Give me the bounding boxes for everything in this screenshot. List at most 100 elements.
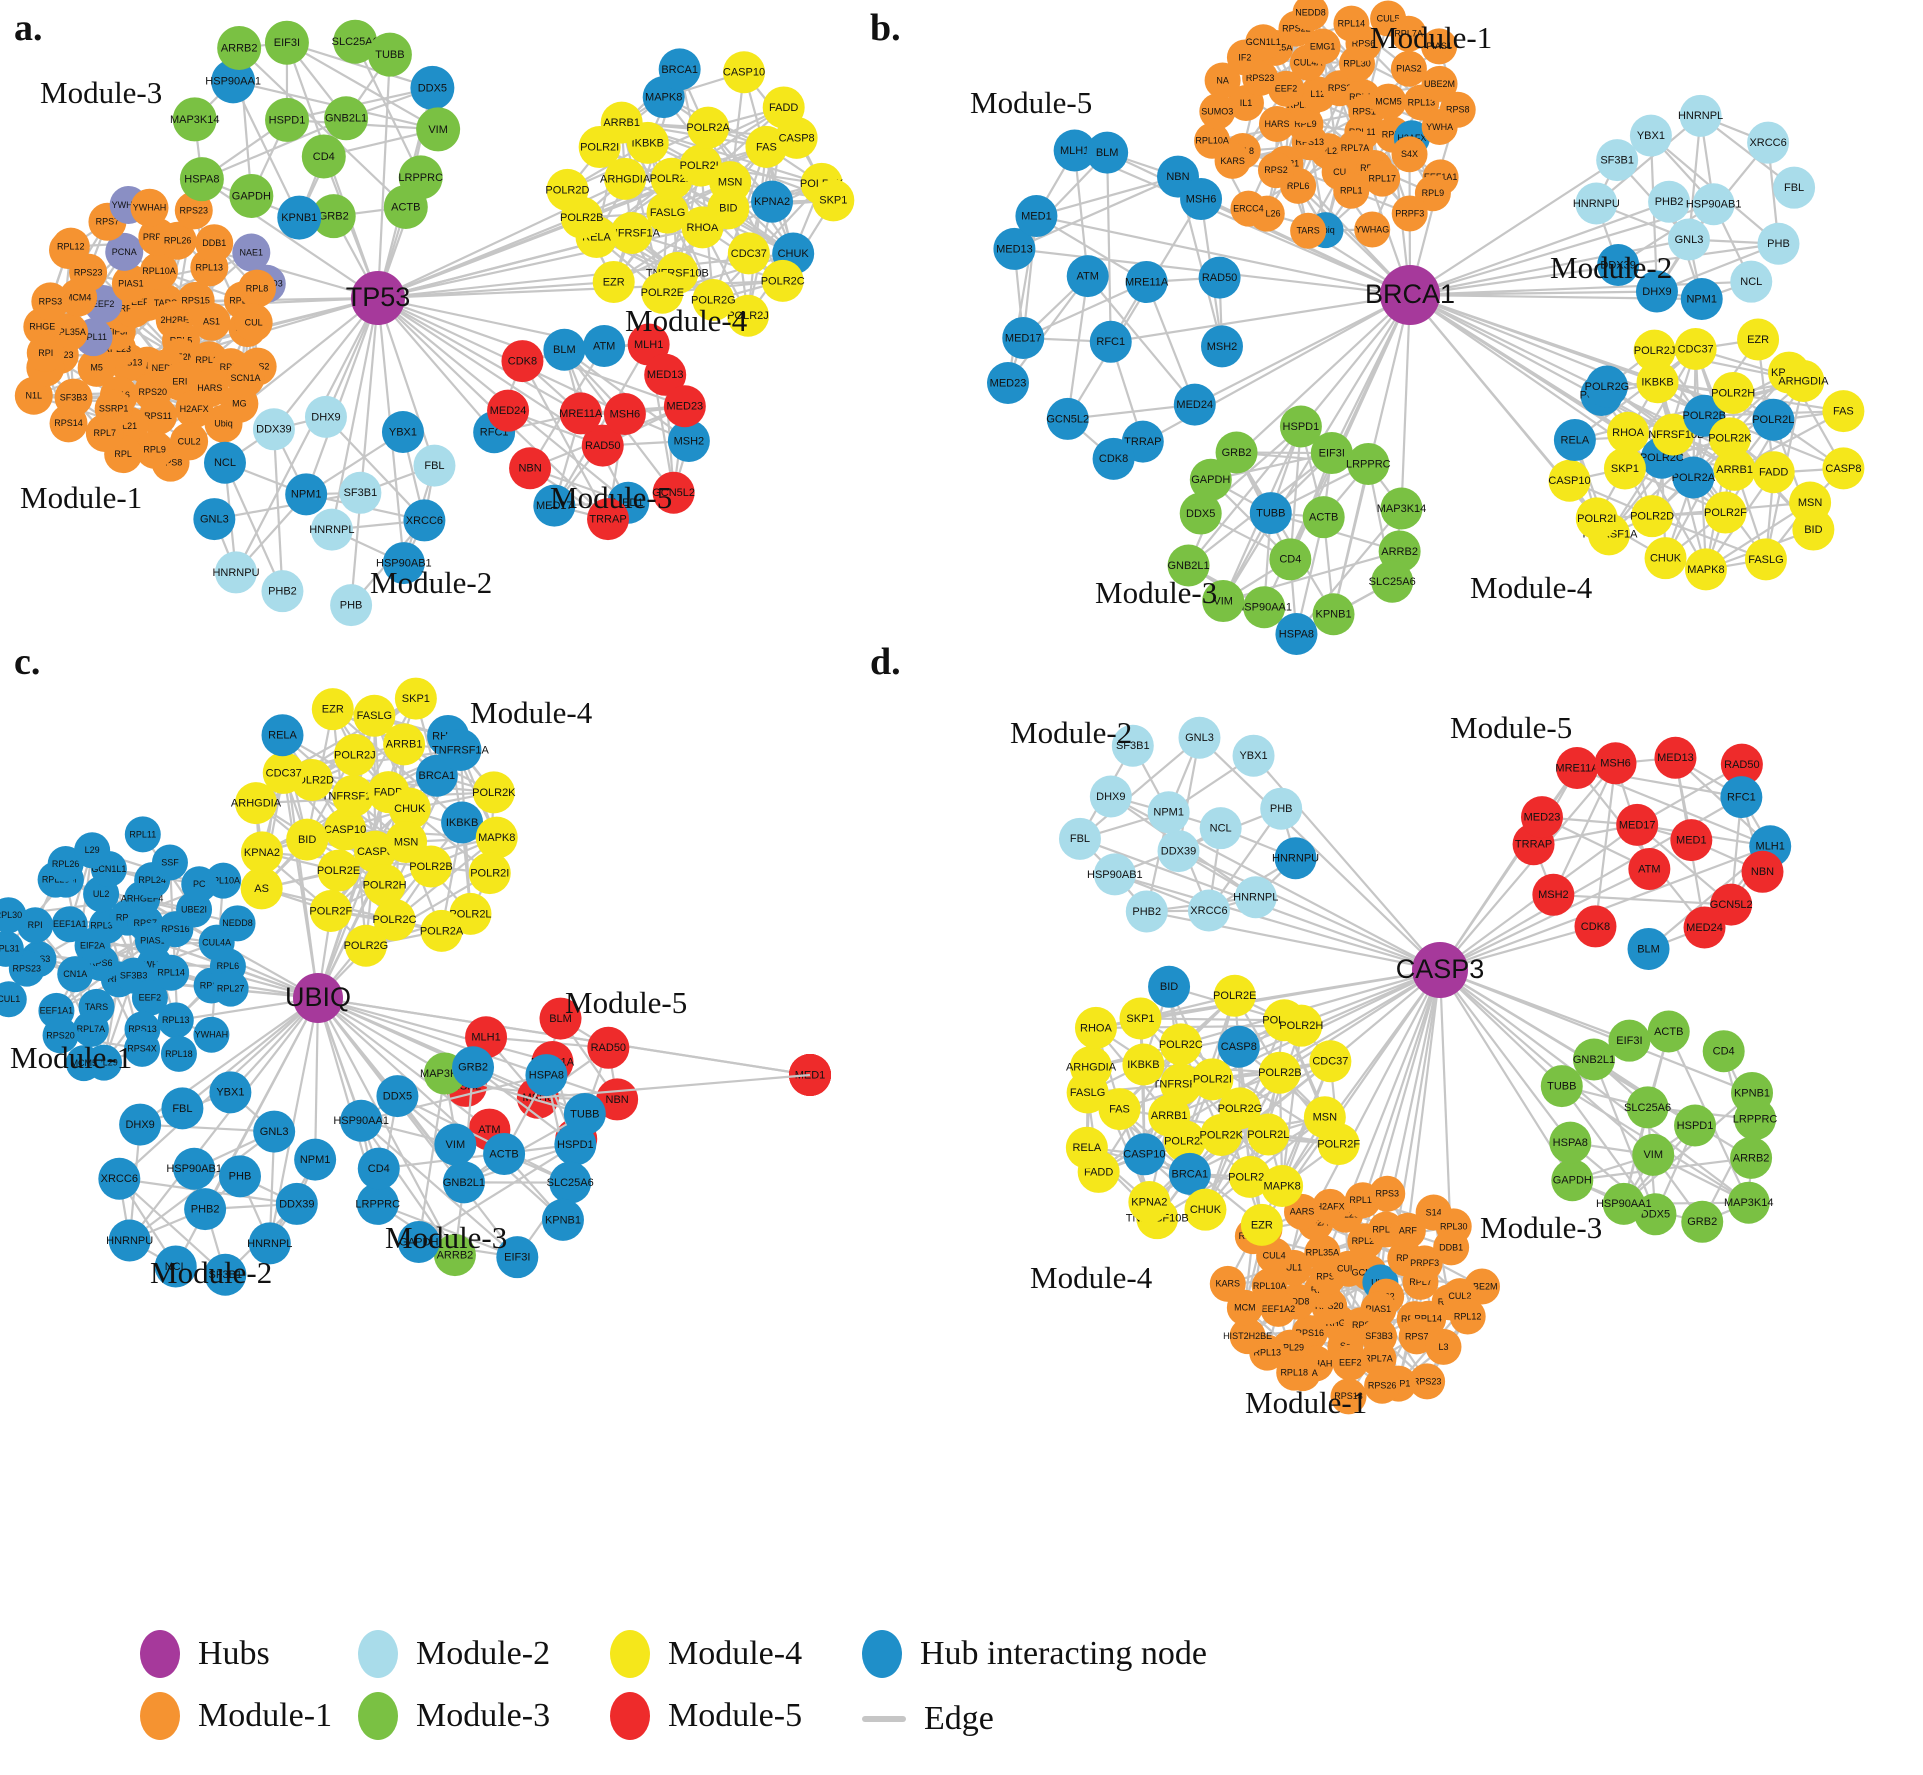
network-node[interactable]: RPS3 <box>31 282 70 321</box>
network-node[interactable]: DHX9 <box>304 395 347 438</box>
network-node[interactable]: CDK8 <box>501 340 544 383</box>
network-node[interactable]: EZR <box>592 260 635 303</box>
network-node[interactable]: YBX1 <box>1629 114 1672 157</box>
network-node[interactable]: POLR2F <box>1317 1123 1360 1166</box>
network-node[interactable]: XRCC6 <box>403 499 446 542</box>
network-node[interactable]: POLR2J <box>1633 329 1676 372</box>
network-node[interactable]: PRPF3 <box>1391 195 1428 232</box>
network-node[interactable]: VIM <box>1632 1133 1675 1176</box>
network-node[interactable]: RELA <box>261 714 304 757</box>
network-node[interactable]: DDX5 <box>410 65 455 110</box>
network-node[interactable]: MAPK8 <box>1684 548 1727 591</box>
network-node[interactable]: RPL11 <box>124 816 161 853</box>
network-node[interactable]: PHB <box>1757 222 1800 265</box>
network-node[interactable]: RPL1 <box>1333 172 1370 209</box>
network-node[interactable]: CD4 <box>357 1147 400 1190</box>
network-node[interactable]: CASP10 <box>1123 1133 1165 1176</box>
network-node[interactable]: CHUK <box>1184 1188 1227 1231</box>
network-node[interactable]: FADD <box>1752 451 1795 494</box>
network-node[interactable]: TUBB <box>1540 1065 1583 1108</box>
network-node[interactable]: MED13 <box>1654 736 1697 779</box>
network-node[interactable]: ARRB1 <box>600 101 643 144</box>
network-node[interactable]: ACTB <box>1647 1010 1690 1053</box>
network-node[interactable]: L29 <box>74 832 111 869</box>
network-node[interactable]: PC <box>181 866 218 903</box>
network-node[interactable]: CASP8 <box>1217 1025 1260 1068</box>
network-node[interactable]: MED24 <box>1683 906 1726 949</box>
network-node[interactable]: BID <box>1148 965 1191 1008</box>
network-node[interactable]: GNL3 <box>1178 716 1221 759</box>
network-node[interactable]: GNB2L1 <box>1573 1038 1615 1081</box>
network-node[interactable]: HARS <box>1258 105 1295 142</box>
network-node[interactable]: DDX39 <box>1157 830 1200 873</box>
network-node[interactable]: EIF3I <box>264 20 309 65</box>
network-node[interactable]: YWHAG <box>1354 211 1391 248</box>
network-node[interactable]: PHB2 <box>1648 180 1691 223</box>
network-node[interactable]: MAPK8 <box>475 816 518 859</box>
network-node[interactable]: PHB2 <box>184 1188 227 1231</box>
network-node[interactable]: DDB1 <box>1433 1229 1470 1266</box>
network-node[interactable]: DHX9 <box>1089 775 1132 818</box>
network-node[interactable]: YWHAH <box>130 188 169 227</box>
network-node[interactable]: POLR2I <box>1575 497 1618 540</box>
network-node[interactable]: CASP10 <box>723 51 765 94</box>
network-node[interactable]: EZR <box>1737 318 1780 361</box>
network-graph-c[interactable]: RPL7RPS6EIF2ARPL35ARPS8RPS7PIAS1YWHAGSF3… <box>0 640 940 1330</box>
network-node[interactable]: RPL14 <box>1333 5 1370 42</box>
network-node[interactable]: EEF2 <box>1332 1344 1369 1381</box>
network-node[interactable]: EZR <box>311 688 354 731</box>
network-node[interactable]: RPL12 <box>51 227 90 266</box>
network-node[interactable]: ARRB2 <box>1730 1136 1773 1179</box>
network-node[interactable]: YWHAH <box>193 1016 230 1053</box>
network-node[interactable]: RPS2 <box>1257 152 1294 189</box>
network-node[interactable]: DDX39 <box>252 408 295 451</box>
network-node[interactable]: MSH6 <box>1594 742 1637 785</box>
network-node[interactable]: RPS26 <box>1364 1367 1401 1404</box>
network-node[interactable]: RPL14 <box>153 954 190 991</box>
network-node[interactable]: CDC37 <box>727 232 770 275</box>
network-node[interactable]: YBX1 <box>1232 734 1275 777</box>
network-node[interactable]: KPNA2 <box>240 831 283 874</box>
network-node[interactable]: HNRNPU <box>212 551 260 594</box>
network-node[interactable]: BID <box>707 187 750 230</box>
network-node[interactable]: ARRB1 <box>1713 448 1756 491</box>
network-node[interactable]: KPNA2 <box>1128 1180 1171 1223</box>
network-node[interactable]: CDK8 <box>1092 437 1135 480</box>
network-node[interactable]: FASLG <box>353 694 396 737</box>
network-node[interactable]: GNL3 <box>253 1110 296 1153</box>
network-node[interactable]: CDK8 <box>1574 905 1617 948</box>
network-node[interactable]: DDX39 <box>275 1182 318 1225</box>
network-node[interactable]: HSPD1 <box>1674 1104 1717 1147</box>
network-node[interactable]: EZR <box>1240 1203 1283 1246</box>
network-node[interactable]: RPL27 <box>212 970 249 1007</box>
network-node[interactable]: SKP1 <box>1119 997 1162 1040</box>
network-node[interactable]: NBN <box>509 447 552 490</box>
network-node[interactable]: MED24 <box>487 389 530 432</box>
network-node[interactable]: HSPD1 <box>265 97 310 142</box>
network-node[interactable]: DDX5 <box>376 1075 419 1118</box>
network-node[interactable]: MRE11A <box>1125 261 1169 304</box>
network-node[interactable]: POLR2K <box>472 771 516 814</box>
network-node[interactable]: HSPA8 <box>1549 1121 1592 1164</box>
network-node[interactable]: ATM <box>583 325 626 368</box>
network-node[interactable]: RPL12 <box>1449 1298 1486 1335</box>
network-node[interactable]: ERCC4 <box>1230 190 1267 227</box>
network-node[interactable]: TARS <box>1290 212 1327 249</box>
network-node[interactable]: BID <box>286 818 329 861</box>
network-graph-b[interactable]: RPL23RPS13RPL9RPL35AL12RPS3RPL18RPS11RPL… <box>960 0 1923 656</box>
network-node[interactable]: TUBB <box>367 32 412 77</box>
network-node[interactable]: IKBKB <box>1122 1043 1165 1086</box>
network-node[interactable]: MED24 <box>1173 383 1216 426</box>
network-node[interactable]: EIF3I <box>1608 1019 1651 1062</box>
network-node[interactable]: FASLG <box>1744 538 1787 581</box>
network-node[interactable]: ATM <box>1066 255 1109 298</box>
network-node[interactable]: FAS <box>1822 390 1865 433</box>
network-node[interactable]: BID <box>1792 508 1835 551</box>
hub-node-brca1[interactable]: BRCA1 <box>1365 265 1455 325</box>
network-graph-d[interactable]: ARHGEFRPS20RPL9RPS1CUL4GCN1L1UbiqAS2PIAS… <box>960 640 1923 1415</box>
network-node[interactable]: RPS14 <box>49 404 88 443</box>
network-node[interactable]: NBN <box>1741 850 1784 893</box>
network-node[interactable]: ATM <box>1628 847 1671 890</box>
network-node[interactable]: POLR2L <box>1247 1113 1289 1156</box>
network-node[interactable]: MED23 <box>987 361 1030 404</box>
